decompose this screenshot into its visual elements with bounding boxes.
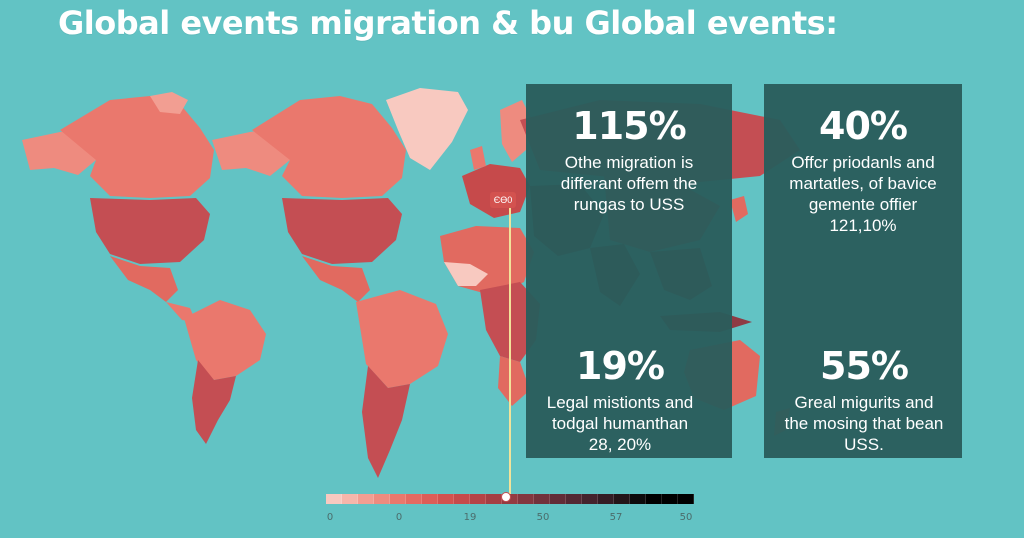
- scandinavia: [500, 100, 532, 162]
- south-america-left: [184, 300, 266, 444]
- legend-swatch: [534, 494, 550, 504]
- south-america-north-left: [184, 300, 266, 380]
- legend-tick-5: 57: [609, 512, 623, 523]
- legend-swatch: [566, 494, 582, 504]
- legend-swatch: [550, 494, 566, 504]
- stat-card-1: 115% Othe migration is differant offem t…: [536, 104, 722, 215]
- stat-card-2: 40% Offcr priodanls and martatles, of ba…: [770, 104, 956, 236]
- legend-swatch: [678, 494, 694, 504]
- legend-swatch: [486, 494, 502, 504]
- legend-swatch: [358, 494, 374, 504]
- legend-swatch: [518, 494, 534, 504]
- legend-swatch: [342, 494, 358, 504]
- stat-4-value: 55%: [820, 344, 909, 388]
- uk: [470, 146, 486, 170]
- stat-1-line-1: Othe migration is: [564, 153, 694, 172]
- stat-2-line-3: gemente offier: [808, 195, 918, 214]
- stat-2-line-1: Offcr priodanls and: [791, 153, 935, 172]
- legend-tick-4: 50: [536, 512, 550, 523]
- mexico-left: [110, 256, 178, 302]
- legend-swatch: [374, 494, 390, 504]
- stat-panel-left: [526, 84, 732, 458]
- stat-1-description: Othe migration is differant offem the ru…: [536, 152, 722, 215]
- stat-4-line-2: the mosing that bean: [784, 414, 944, 433]
- south-africa: [498, 356, 530, 406]
- north-america-left: [22, 92, 214, 322]
- canada-left: [60, 96, 214, 198]
- north-america-center: [212, 96, 406, 302]
- greenland-left-small: [150, 92, 188, 114]
- legend-tick-2: 0: [395, 512, 403, 523]
- legend-swatch: [454, 494, 470, 504]
- page-title: Global events migration & bu Global even…: [58, 4, 838, 42]
- stat-4-description: Greal migurits and the mosing that bean …: [764, 392, 964, 455]
- japan: [730, 196, 748, 222]
- stat-2-line-4: 121,10%: [829, 216, 897, 235]
- stat-1-value: 115%: [572, 104, 686, 148]
- stat-1-line-2: differant offem the: [560, 174, 698, 193]
- canada-center: [252, 96, 406, 198]
- south-america-north-center: [356, 290, 448, 388]
- legend-swatch: [582, 494, 598, 504]
- stat-3-description: Legal mistionts and todgal humanthan 28,…: [520, 392, 720, 455]
- usa-left: [90, 198, 210, 264]
- legend-swatch: [390, 494, 406, 504]
- stat-4-line-1: Greal migurits and: [794, 393, 934, 412]
- legend-swatch: [598, 494, 614, 504]
- marker-flag-label: ЄӨ0: [493, 195, 513, 205]
- south-america-south-left: [192, 360, 236, 444]
- stat-3-line-2: todgal humanthan: [551, 414, 689, 433]
- marker-flag: ЄӨ0: [490, 192, 516, 208]
- south-america-south-center: [362, 366, 410, 478]
- south-america-center: [356, 290, 448, 478]
- legend-swatch: [438, 494, 454, 504]
- stat-1-line-3: rungas to USS: [573, 195, 685, 214]
- stat-3-value: 19%: [576, 344, 665, 388]
- legend-tick-6: 50: [679, 512, 693, 523]
- legend-swatch: [422, 494, 438, 504]
- legend-tick-3: 19: [463, 512, 477, 523]
- stat-panel-right: [764, 84, 962, 458]
- legend-swatch: [326, 494, 342, 504]
- stat-4-line-3: USS.: [844, 435, 884, 454]
- legend-tick-1: 0: [326, 512, 334, 523]
- legend-swatch: [406, 494, 422, 504]
- mexico-center: [302, 256, 370, 302]
- greenland: [386, 88, 468, 170]
- legend-marker: [501, 492, 512, 502]
- stat-2-line-2: martatles, of bavice: [789, 174, 937, 193]
- legend-swatch: [662, 494, 678, 504]
- stat-2-description: Offcr priodanls and martatles, of bavice…: [770, 152, 956, 236]
- marker-line: [509, 202, 511, 494]
- stat-card-4: 55% Greal migurits and the mosing that b…: [764, 344, 964, 455]
- stat-3-line-1: Legal mistionts and: [546, 393, 694, 412]
- usa-center: [282, 198, 402, 264]
- legend-swatch: [614, 494, 630, 504]
- stat-card-3: 19% Legal mistionts and todgal humanthan…: [520, 344, 720, 455]
- west-africa: [444, 262, 488, 286]
- stat-3-line-3: 28, 20%: [588, 435, 652, 454]
- color-scale-legend: [326, 494, 694, 504]
- stat-2-value: 40%: [819, 104, 908, 148]
- legend-swatch: [646, 494, 662, 504]
- legend-swatch: [630, 494, 646, 504]
- legend-swatch: [470, 494, 486, 504]
